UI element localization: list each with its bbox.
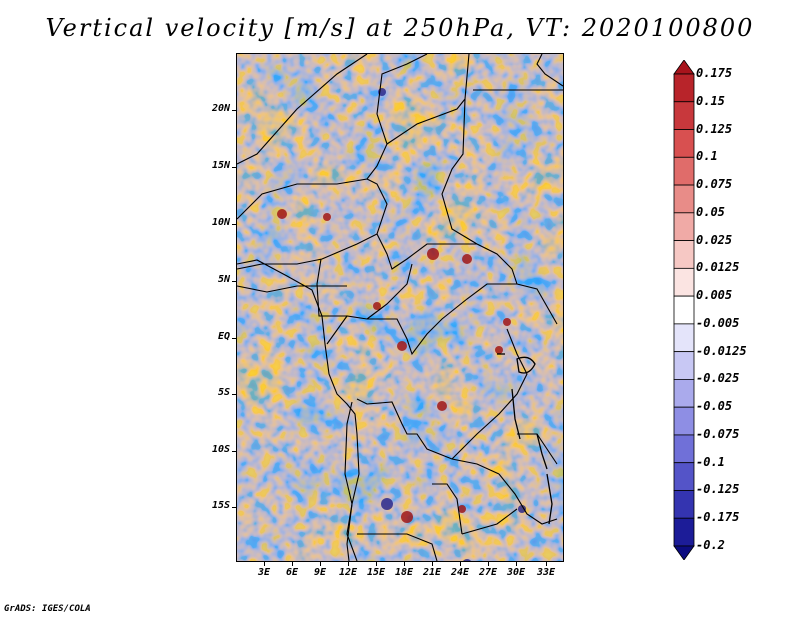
colorbar-tick-label: 0.005	[696, 288, 733, 303]
great-lakes	[497, 353, 553, 525]
lat-label: 15S	[211, 500, 230, 511]
lon-label: 18E	[394, 567, 414, 578]
lon-label: 6E	[285, 567, 299, 578]
colorbar-bin	[673, 295, 695, 325]
colorbar-bin	[673, 434, 695, 464]
colorbar	[673, 60, 695, 560]
lon-tick	[516, 561, 517, 566]
lon-tick	[376, 561, 377, 566]
page-title: Vertical velocity [m/s] at 250hPa, VT: 2…	[45, 14, 755, 42]
colorbar-tick-label: -0.1	[696, 454, 725, 469]
colorbar-bin	[673, 212, 695, 241]
colorbar-bin	[673, 73, 695, 103]
lat-tick	[232, 224, 237, 225]
lon-label: 9E	[313, 567, 327, 578]
lat-tick	[232, 507, 237, 508]
colorbar-tick-label: 0.1	[696, 149, 718, 164]
lat-label: 20N	[211, 103, 230, 114]
lon-tick	[348, 561, 349, 566]
colorbar-bin	[673, 406, 695, 436]
lon-tick	[460, 561, 461, 566]
lon-label: 12E	[338, 567, 358, 578]
colorbar-tick-label: -0.025	[696, 371, 740, 386]
lat-label: 10S	[211, 444, 230, 455]
strong-ascent-spots	[277, 209, 511, 523]
lat-tick	[232, 167, 237, 168]
colorbar-tick-label: 0.175	[696, 66, 733, 80]
lat-tick	[232, 281, 237, 282]
colorbar-tick-label: 0.025	[696, 232, 733, 247]
lon-label: 33E	[536, 567, 556, 578]
colorbar-top-arrow	[673, 60, 695, 75]
lon-tick	[404, 561, 405, 566]
colorbar-bin	[673, 462, 695, 491]
lat-label: 5S	[217, 387, 230, 398]
map-field	[237, 54, 563, 561]
lon-label: 15E	[366, 567, 386, 578]
lon-label: 24E	[450, 567, 470, 578]
colorbar-bin	[673, 379, 695, 408]
lat-tick	[232, 110, 237, 111]
lat-tick	[232, 338, 237, 339]
lon-tick	[432, 561, 433, 566]
colorbar-bin	[673, 490, 695, 519]
colorbar-tick-label: 0.15	[696, 93, 725, 108]
lon-tick	[320, 561, 321, 566]
colorbar-tick-label: 0.125	[696, 121, 733, 136]
colorbar-bin	[673, 240, 695, 269]
colorbar-tick-label: 0.075	[696, 177, 733, 192]
colorbar-tick-label: -0.005	[696, 315, 740, 330]
colorbar-tick-label: -0.05	[696, 399, 733, 414]
country-borders	[237, 54, 558, 561]
colorbar-bin	[673, 184, 695, 214]
colorbar-bottom-arrow	[673, 545, 695, 560]
lat-label: 5N	[217, 274, 230, 285]
colorbar-bin	[673, 156, 695, 186]
lat-tick	[232, 394, 237, 395]
grads-credit: GrADS: IGES/COLA	[4, 604, 91, 614]
colorbar-tick-label: -0.0125	[696, 343, 747, 358]
lon-label: 21E	[422, 567, 442, 578]
colorbar-tick-label: -0.075	[696, 426, 740, 441]
colorbar-tick-label: 0.05	[696, 204, 725, 219]
colorbar-tick-label: -0.175	[696, 510, 740, 525]
lon-label: 30E	[506, 567, 526, 578]
colorbar-bin	[673, 129, 695, 158]
lon-label: 27E	[478, 567, 498, 578]
lat-label: 15N	[211, 160, 230, 171]
lat-label: EQ	[217, 331, 230, 342]
colorbar-bin	[673, 267, 695, 297]
colorbar-bin	[673, 101, 695, 130]
colorbar-bin	[673, 323, 695, 353]
colorbar-tick-label: 0.0125	[696, 260, 740, 275]
lon-tick	[264, 561, 265, 566]
lon-label: 3E	[257, 567, 271, 578]
red-sea-coast	[536, 54, 563, 87]
lat-tick	[232, 451, 237, 452]
colorbar-bin	[673, 517, 695, 547]
colorbar-bin	[673, 351, 695, 380]
colorbar-tick-label: -0.2	[696, 538, 725, 552]
lat-label: 10N	[211, 217, 230, 228]
map-panel[interactable]	[236, 53, 564, 562]
lon-tick	[292, 561, 293, 566]
atlantic-coastline	[237, 259, 360, 561]
lon-tick	[488, 561, 489, 566]
lon-tick	[546, 561, 547, 566]
colorbar-tick-label: -0.125	[696, 482, 740, 497]
